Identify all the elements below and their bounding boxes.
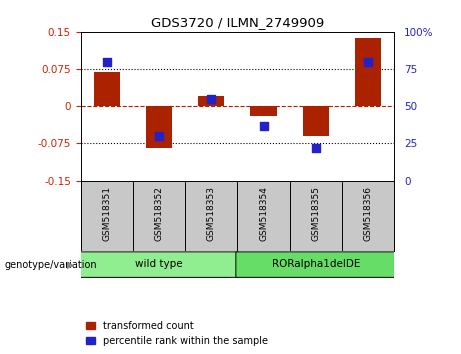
Text: RORalpha1delDE: RORalpha1delDE <box>272 259 360 269</box>
Legend: transformed count, percentile rank within the sample: transformed count, percentile rank withi… <box>86 321 268 346</box>
Bar <box>303 106 329 136</box>
Point <box>312 145 319 151</box>
Text: GSM518354: GSM518354 <box>259 186 268 241</box>
Text: wild type: wild type <box>135 259 183 269</box>
Bar <box>146 106 172 148</box>
Bar <box>94 72 120 106</box>
Point <box>155 133 163 139</box>
Point <box>364 59 372 64</box>
Point <box>207 96 215 102</box>
FancyBboxPatch shape <box>79 252 239 278</box>
Text: ▶: ▶ <box>67 259 74 270</box>
Bar <box>250 106 277 116</box>
Text: GSM518355: GSM518355 <box>311 186 320 241</box>
Bar <box>355 38 381 106</box>
Point <box>260 123 267 129</box>
FancyBboxPatch shape <box>236 252 396 278</box>
Point <box>103 59 111 64</box>
Bar <box>198 96 225 106</box>
Text: genotype/variation: genotype/variation <box>5 259 97 270</box>
Title: GDS3720 / ILMN_2749909: GDS3720 / ILMN_2749909 <box>151 16 324 29</box>
Text: GSM518352: GSM518352 <box>154 186 164 241</box>
Text: GSM518351: GSM518351 <box>102 186 111 241</box>
Text: GSM518353: GSM518353 <box>207 186 216 241</box>
Text: GSM518356: GSM518356 <box>364 186 372 241</box>
